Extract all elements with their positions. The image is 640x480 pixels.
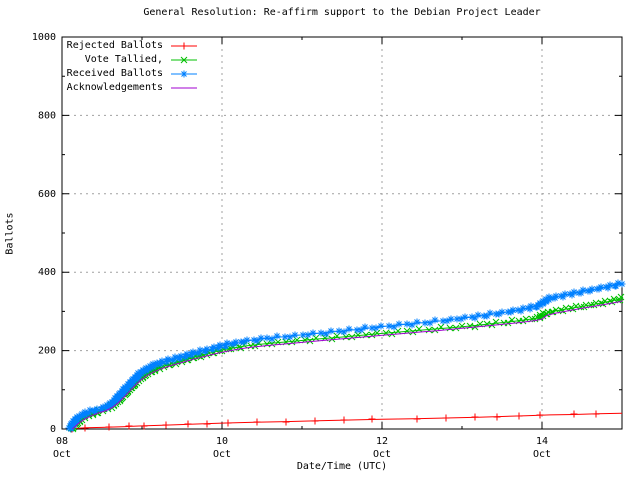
x-tick-label: 12 (376, 436, 388, 447)
chart-title: General Resolution: Re-affirm support to… (143, 7, 541, 18)
legend-label-rejected-ballots: Rejected Ballots (66, 40, 163, 51)
x-tick-label: 08 (56, 436, 68, 447)
series-markers-2 (65, 279, 626, 433)
legend-item-received-ballots: Received Ballots (55, 68, 198, 81)
asterisk-marker-icon (180, 70, 188, 78)
x-tick-label: Oct (213, 449, 231, 460)
y-tick-label: 400 (38, 267, 56, 278)
x-tick-label: Oct (53, 449, 71, 460)
legend-sample-received-ballots (171, 70, 197, 78)
legend-sample-acknowledgements (171, 87, 197, 89)
x-tick-label: Oct (533, 449, 551, 460)
legend-label-received-ballots: Received Ballots (66, 68, 163, 79)
cross-marker-icon (180, 56, 188, 64)
y-tick-label: 1000 (32, 32, 56, 43)
series-line-0 (71, 412, 623, 430)
legend-sample-rejected-ballots (171, 42, 197, 50)
y-tick-label: 600 (38, 189, 56, 200)
plus-marker-icon (180, 42, 188, 50)
legend-item-rejected-ballots: Rejected Ballots (55, 40, 198, 53)
legend-item-vote-tallied: Vote Tallied, (55, 54, 198, 67)
x-tick-label: 14 (536, 436, 548, 447)
x-tick-label: Oct (373, 449, 391, 460)
legend-sample-vote-tallied (171, 56, 197, 64)
x-tick-label: 10 (216, 436, 228, 447)
legend-item-acknowledgements: Acknowledgements (55, 82, 198, 95)
x-axis-title: Date/Time (UTC) (296, 461, 388, 472)
y-tick-label: 0 (50, 424, 56, 435)
y-tick-label: 800 (38, 110, 56, 121)
legend-label-acknowledgements: Acknowledgements (66, 82, 163, 93)
y-tick-label: 200 (38, 346, 56, 357)
legend-label-vote-tallied: Vote Tallied, (84, 54, 163, 65)
y-axis-title: Ballots (4, 212, 16, 255)
series-line-3 (72, 300, 623, 430)
plot-border (61, 36, 623, 430)
